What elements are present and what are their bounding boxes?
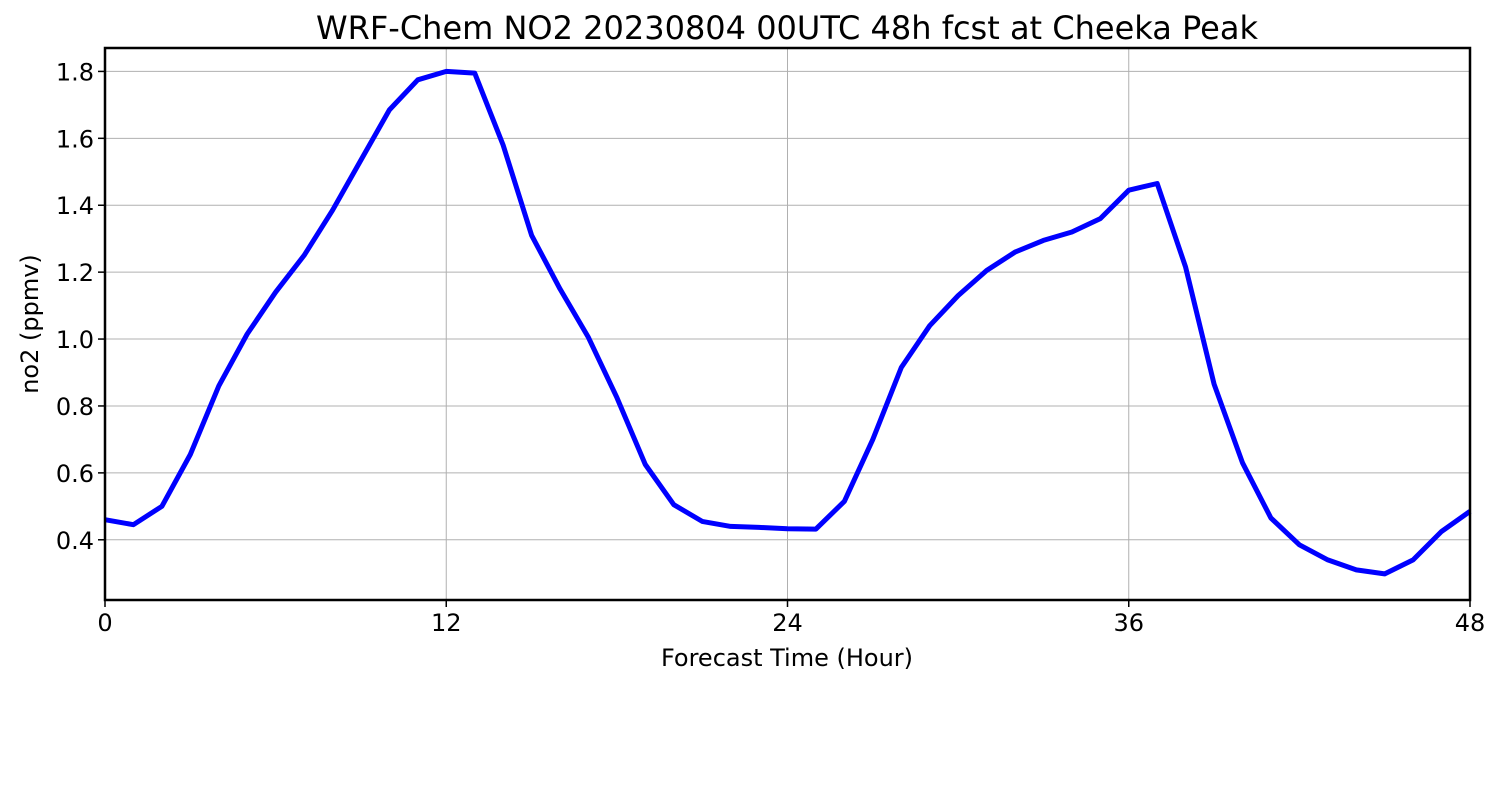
y-tick-label: 1.2 [56,259,94,287]
x-tick-label: 36 [1113,609,1144,637]
series-line [104,68,1472,577]
y-tick-label: 0.6 [56,460,94,488]
y-tick-label: 0.8 [56,393,94,421]
y-axis-label: no2 (ppmv) [16,254,44,394]
y-tick-label: 1.8 [56,58,94,86]
grid-lines [104,48,1471,600]
y-tick-label: 1.4 [56,192,94,220]
data-series [104,68,1472,577]
y-tick-label: 1.0 [56,326,94,354]
x-axis: 0 12 24 36 48 [97,600,1485,637]
y-tick-label: 0.4 [56,527,94,555]
x-tick-label: 48 [1455,609,1486,637]
y-tick-label: 1.6 [56,125,94,153]
chart-title: WRF-Chem NO2 20230804 00UTC 48h fcst at … [316,9,1258,47]
x-tick-label: 0 [97,609,112,637]
x-axis-label: Forecast Time (Hour) [661,644,913,672]
y-axis: 0.4 0.6 0.8 1.0 1.2 1.4 1.6 1.8 [56,58,105,555]
x-tick-label: 12 [431,609,462,637]
x-tick-label: 24 [772,609,803,637]
